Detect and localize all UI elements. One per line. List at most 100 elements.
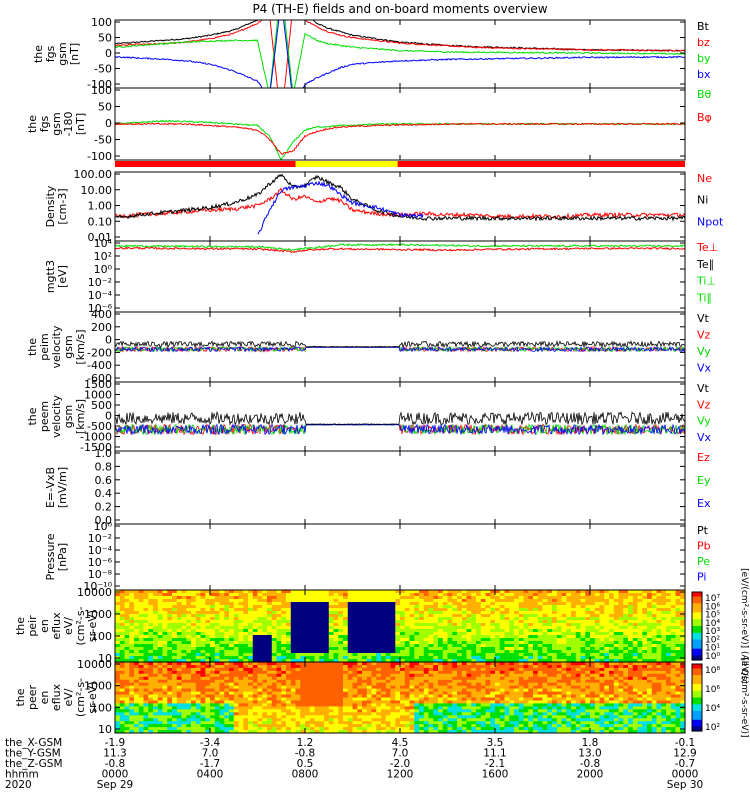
legend-entry: Bt [697, 20, 710, 33]
legend-entry: bx [697, 68, 711, 81]
status-bar-red [115, 161, 685, 167]
legend-entry: Ey [697, 474, 711, 487]
plot-area-electron-eflux [115, 662, 686, 734]
legend-entry: Ex [697, 497, 711, 510]
panel-density: 100.0010.001.000.100.01Density[cm-3]NeNi… [44, 168, 724, 244]
legend-entry: Npot [697, 215, 724, 228]
panel-frame [115, 172, 685, 241]
series-line-bz [115, 17, 685, 92]
y-axis-label: [nT] [68, 43, 81, 65]
y-tick-label: 100 [91, 84, 112, 97]
legend-entry: Vt [697, 382, 710, 395]
series-line-Npot [258, 182, 423, 235]
panel-frame [115, 20, 685, 88]
plot-area-ion-velocity [115, 341, 685, 351]
y-tick-label: 10⁻² [88, 276, 112, 289]
plot-area-fgs-gsm-angles [115, 120, 685, 159]
legend-entry: Vz [697, 398, 711, 411]
plot-area-ion-eflux [115, 590, 686, 663]
legend-entry: Vy [697, 415, 711, 428]
y-tick-label: 1.0 [95, 447, 113, 460]
series-line-by [115, 17, 685, 92]
series-line-Ne [115, 188, 685, 218]
panel-electron-eflux: 10⁸10⁶10⁴10²[eV/(cm²-s-sr-eV)]1000010001… [14, 657, 749, 737]
series-line-Te⊥ [115, 247, 685, 252]
y-tick-label: 0.8 [95, 460, 113, 473]
y-axis-label: [km/s] [74, 399, 87, 434]
y-tick-label: 0.10 [88, 215, 113, 228]
legend-entry: Ni [697, 194, 708, 207]
panel-frame [115, 524, 685, 590]
y-tick-label: 100.00 [74, 168, 113, 181]
y-axis-label: sr-eV) [86, 610, 99, 642]
colorbar-tick-label: 10⁰ [705, 652, 720, 662]
velocity-trace-black [115, 412, 685, 424]
plot-area-density [115, 175, 685, 235]
y-tick-label: 50 [98, 32, 112, 45]
y-tick-label: 50 [98, 101, 112, 114]
legend-entry: Te⊥ [696, 241, 718, 254]
y-tick-label: 0 [105, 47, 112, 60]
y-tick-label: 10⁻⁴ [88, 289, 113, 302]
panel-frame [115, 241, 685, 312]
legend-entry: bz [697, 36, 710, 49]
legend-entry: Te∥ [696, 258, 714, 271]
legend-entry: Bθ [697, 88, 712, 101]
y-axis-label: [nT] [74, 113, 87, 135]
y-tick-label: -200 [87, 346, 112, 359]
legend-entry: Bφ [697, 111, 712, 124]
y-tick-label: 0.4 [95, 487, 113, 500]
status-bar-yellow [296, 161, 398, 167]
legend-entry: Ti⊥ [696, 275, 716, 288]
y-tick-label: -50 [94, 134, 112, 147]
series-line-bx [115, 17, 685, 92]
panel-pressure: 10⁰10⁻²10⁻⁴10⁻⁶10⁻⁸10⁻¹⁰Pressure[nPa]PtP… [44, 520, 711, 593]
y-tick-label: 0.2 [95, 501, 113, 514]
y-tick-label: 200 [91, 321, 112, 334]
y-tick-label: 10⁰ [94, 263, 113, 276]
y-axis-label: [cm-3] [56, 188, 69, 224]
series-line-Bθ [115, 120, 685, 159]
legend-entry: by [697, 52, 711, 65]
y-axis-label: [eV] [56, 265, 69, 288]
legend-entry: Pe [697, 555, 710, 568]
legend-entry: Pt [697, 524, 709, 537]
y-tick-label: 0 [105, 334, 112, 347]
mode-status-bar [115, 161, 685, 167]
legend-entry: Pb [697, 540, 711, 553]
legend-entry: Vx [697, 431, 712, 444]
series-line-Bφ [115, 123, 685, 154]
panel-frame [115, 451, 685, 524]
y-tick-label: 1.00 [88, 200, 113, 213]
y-tick-label: 0.6 [95, 474, 113, 487]
plot-area-fgs-gsm [115, 17, 685, 92]
y-tick-label: 10000 [77, 586, 112, 599]
plot-area-electron-velocity [115, 412, 685, 434]
legend-entry: Vz [697, 329, 711, 342]
legend-entry: Ez [697, 451, 710, 464]
legend-entry: Ti∥ [696, 291, 712, 304]
legend-entry: Ne [697, 172, 712, 185]
legend-entry: Pi [697, 571, 706, 584]
y-tick-label: 10.00 [81, 184, 113, 197]
legend-entry: Vt [697, 312, 710, 325]
y-axis-label: [km/s] [74, 329, 87, 364]
y-tick-label: -100 [87, 150, 112, 163]
y-tick-label: 10⁴ [94, 237, 113, 250]
legend-entry: Vx [697, 362, 712, 375]
panel-temperature: 10⁴10²10⁰10⁻²10⁻⁴10⁻⁶mgtt3[eV]Te⊥Te∥Ti⊥T… [44, 237, 718, 315]
y-tick-label: -50 [94, 63, 112, 76]
y-axis-label: [mV/m] [56, 467, 69, 508]
velocity-trace-black [115, 341, 685, 347]
y-axis-label: [nPa] [56, 543, 69, 571]
chart-title: P4 (TH-E) fields and on-board moments ov… [252, 2, 547, 16]
y-tick-label: 400 [91, 308, 112, 321]
legend-entry: Vy [697, 345, 711, 358]
